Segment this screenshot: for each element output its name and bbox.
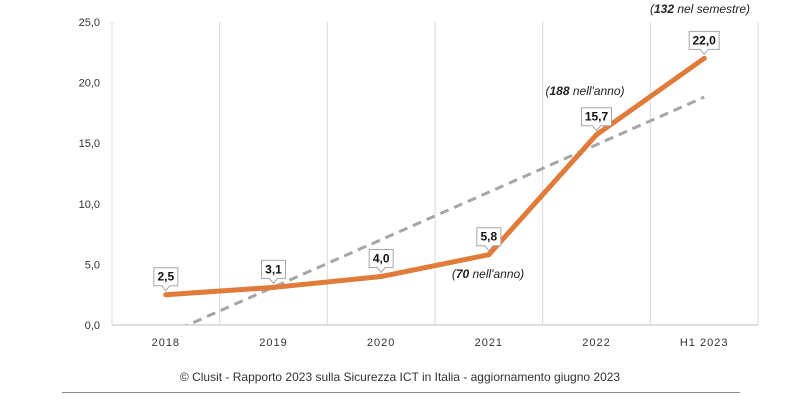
series-line [163,55,707,298]
data-label: 5,8 [480,230,497,244]
data-label-box [476,227,502,252]
annotation: (132 nel semestre) [650,2,750,16]
data-label: 3,1 [265,262,282,276]
y-tick-label: 5,0 [85,259,100,271]
gridlines [111,22,759,325]
data-point [486,252,492,258]
data-label: 2,5 [157,270,174,284]
data-labels: 2,5 3,1 4,0 5,8 15,7 22,0 [153,30,720,292]
data-label-box [688,30,720,56]
data-label-box [368,249,394,274]
data-label: 15,7 [585,110,609,124]
data-point [701,55,707,61]
x-tick-label: 2019 [259,337,287,349]
trendline [184,95,705,325]
data-point [594,132,599,138]
y-tick-label: 15,0 [79,138,100,150]
data-label-box [261,259,286,285]
x-tick-label: 2021 [475,337,503,349]
data-point [163,292,169,298]
data-point [378,274,384,280]
data-label: 22,0 [692,33,716,47]
source-caption: © Clusit - Rapporto 2023 sulla Sicurezza… [179,370,621,384]
footer-divider [62,392,740,393]
y-tick-label: 0,0 [85,320,100,332]
axes: 0,0 5,0 10,0 15,0 20,0 25,0 2018 2019 2020 2021 20… [79,17,758,349]
y-tick-label: 10,0 [79,199,100,211]
annotation: (70 nell'anno) [452,267,524,281]
data-label-box [153,267,179,292]
data-label-box [581,107,612,132]
x-tick-label: 2020 [367,337,395,349]
annotations: (132 nel semestre) (188 nell'anno) (70 nel… [452,2,750,281]
data-label: 4,0 [373,252,390,266]
y-tick-label: 20,0 [79,78,100,90]
x-tick-label: 2018 [152,337,180,349]
annotation: (188 nell'anno) [545,84,624,98]
data-point [271,284,276,290]
series [163,55,707,325]
x-tick-label: 2022 [582,337,610,349]
x-tick-label: H1 2023 [680,337,729,349]
y-tick-label: 25,0 [79,17,100,29]
